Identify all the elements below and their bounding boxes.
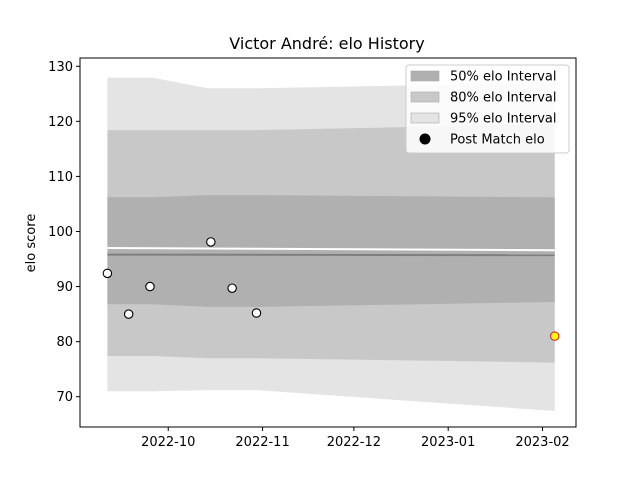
y-axis-label: elo score: [24, 214, 39, 273]
y-tick-label: 120: [48, 115, 73, 130]
y-tick-label: 110: [48, 170, 73, 185]
mean-elo-line: [107, 253, 555, 257]
legend-swatch: [410, 91, 440, 103]
y-tick-label: 130: [48, 60, 73, 75]
axes: 70 80 90 100 110 120 130 2022-10 2022-11 2022-12 2…: [48, 57, 577, 450]
y-tick-label: 90: [56, 280, 73, 295]
y-tick-label: 80: [56, 335, 73, 350]
plot-frame: [79, 57, 577, 428]
legend-marker: [419, 133, 431, 145]
y-tick-label: 100: [48, 225, 73, 240]
post-match-elo-point: [227, 283, 237, 293]
y-tick-label: 70: [56, 390, 73, 405]
post-match-elo-point: [145, 281, 155, 292]
legend: 50% elo Interval 80% elo Interval 95% elo …: [405, 64, 570, 154]
center-lines: [107, 247, 555, 257]
x-tick-label: 2022-10: [141, 435, 195, 450]
legend-swatch: [410, 112, 440, 124]
x-tick-label: 2022-11: [235, 435, 289, 450]
x-tick-label: 2023-02: [515, 435, 569, 450]
legend-label: 50% elo Interval: [450, 70, 557, 85]
legend-label: 95% elo Interval: [450, 112, 557, 127]
post-match-elo-point: [251, 308, 262, 318]
interval-bands: [107, 77, 555, 412]
x-tick-label: 2022-12: [327, 435, 381, 450]
post-match-elo-point: [102, 268, 113, 279]
upper-white-line: [107, 247, 555, 252]
latest-elo-point: [549, 331, 560, 341]
data-points: [102, 237, 560, 341]
legend-label: 80% elo Interval: [450, 91, 557, 106]
band-50-area: [107, 195, 555, 307]
post-match-elo-point: [123, 309, 134, 319]
chart-title: Victor André: elo History: [229, 34, 424, 53]
post-match-elo-point: [206, 237, 216, 247]
x-tick-label: 2023-01: [421, 435, 475, 450]
legend-label: Post Match elo: [450, 133, 545, 148]
legend-box: [405, 64, 570, 154]
legend-swatch: [410, 70, 440, 82]
